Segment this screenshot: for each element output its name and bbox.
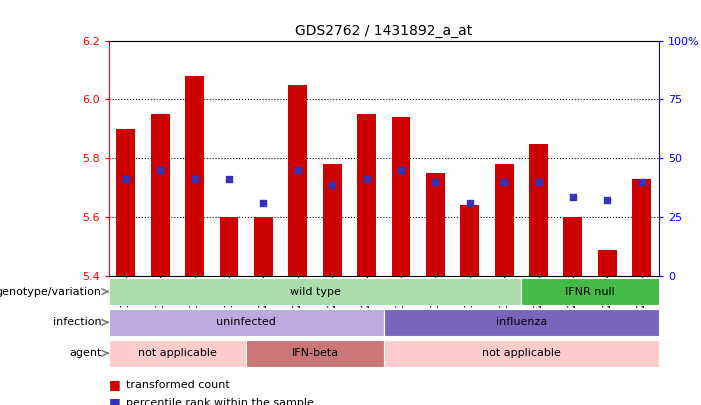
Bar <box>219 217 238 276</box>
Point <box>292 167 304 173</box>
Bar <box>529 144 548 276</box>
Text: agent: agent <box>69 348 102 358</box>
Bar <box>384 340 659 367</box>
Bar <box>109 278 522 305</box>
Point <box>498 179 510 185</box>
Point <box>464 199 475 206</box>
Text: transformed count: transformed count <box>126 380 230 390</box>
Bar <box>495 164 514 276</box>
Text: not applicable: not applicable <box>138 348 217 358</box>
Text: IFN-beta: IFN-beta <box>292 348 339 358</box>
Point <box>567 194 578 200</box>
Point <box>224 176 235 182</box>
Point <box>327 181 338 188</box>
Point <box>121 176 132 182</box>
Bar <box>632 179 651 276</box>
Bar <box>246 340 384 367</box>
Point <box>601 196 613 203</box>
Text: not applicable: not applicable <box>482 348 561 358</box>
Bar <box>357 114 376 276</box>
Text: genotype/variation: genotype/variation <box>0 287 102 296</box>
Bar <box>522 278 659 305</box>
Bar <box>151 114 170 276</box>
Point <box>155 167 166 173</box>
Bar <box>426 173 445 276</box>
Bar <box>461 205 479 276</box>
Bar <box>109 340 246 367</box>
Bar <box>322 164 341 276</box>
Bar <box>384 309 659 336</box>
Bar <box>288 85 307 276</box>
Text: infection: infection <box>53 318 102 327</box>
Bar <box>109 309 384 336</box>
Bar <box>254 217 273 276</box>
Bar <box>185 76 204 276</box>
Text: influenza: influenza <box>496 318 547 327</box>
Point <box>533 179 544 185</box>
Point <box>430 179 441 185</box>
Text: ■: ■ <box>109 396 121 405</box>
Text: IFNR null: IFNR null <box>565 287 615 296</box>
Bar <box>564 217 583 276</box>
Point <box>636 179 647 185</box>
Point <box>258 199 269 206</box>
Text: uninfected: uninfected <box>217 318 276 327</box>
Point <box>395 167 407 173</box>
Point <box>189 176 200 182</box>
Title: GDS2762 / 1431892_a_at: GDS2762 / 1431892_a_at <box>295 24 472 38</box>
Text: ■: ■ <box>109 378 121 391</box>
Bar <box>598 250 617 276</box>
Text: wild type: wild type <box>290 287 341 296</box>
Bar <box>392 117 411 276</box>
Point <box>361 176 372 182</box>
Bar <box>116 129 135 276</box>
Text: percentile rank within the sample: percentile rank within the sample <box>126 398 314 405</box>
